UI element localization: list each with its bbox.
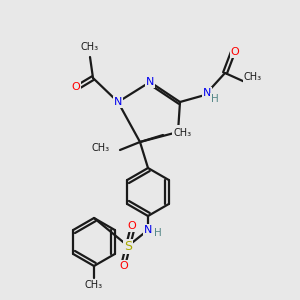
Text: CH₃: CH₃: [85, 280, 103, 290]
Text: N: N: [203, 88, 211, 98]
Text: H: H: [154, 228, 162, 238]
Text: N: N: [146, 77, 154, 87]
Text: O: O: [72, 82, 80, 92]
Text: O: O: [128, 221, 136, 231]
Text: CH₃: CH₃: [244, 72, 262, 82]
Text: CH₃: CH₃: [92, 143, 110, 153]
Text: S: S: [174, 125, 182, 139]
Text: CH₃: CH₃: [173, 128, 191, 138]
Text: O: O: [231, 47, 239, 57]
Text: N: N: [114, 97, 122, 107]
Text: O: O: [120, 261, 128, 271]
Text: CH₃: CH₃: [81, 42, 99, 52]
Text: H: H: [211, 94, 219, 104]
Text: N: N: [144, 225, 152, 235]
Text: S: S: [124, 239, 132, 253]
